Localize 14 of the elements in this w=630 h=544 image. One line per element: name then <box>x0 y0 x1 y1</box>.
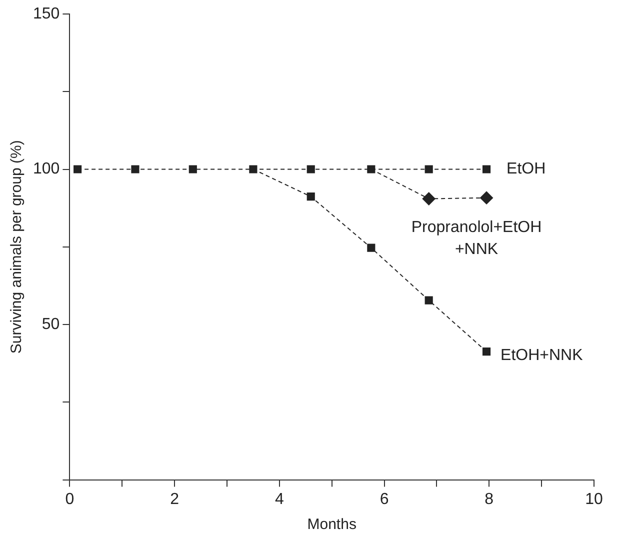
x-tick-label: 10 <box>585 490 603 508</box>
x-tick-label: 2 <box>170 490 180 508</box>
series-label: EtOH+NNK <box>500 346 584 364</box>
x-tick-label: 4 <box>274 490 284 508</box>
y-tick-label: 50 <box>42 316 60 333</box>
series-label: EtOH <box>506 160 546 178</box>
x-tick-label: 0 <box>65 490 74 508</box>
y-tick-label: 150 <box>32 5 60 22</box>
x-axis-title: Months <box>307 516 356 534</box>
x-tick-label: 6 <box>380 490 389 508</box>
x-tick-label: 8 <box>484 490 494 508</box>
y-axis-title: Surviving animals per group (%) <box>8 140 26 354</box>
series-label: Propranolol+EtOH +NNK <box>411 219 542 258</box>
y-tick-label: 100 <box>32 160 60 178</box>
